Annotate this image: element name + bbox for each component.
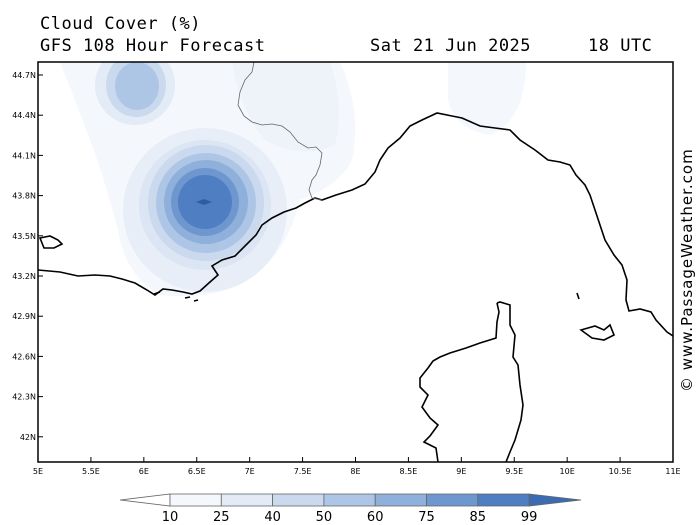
y-tick-label: 43.2N bbox=[12, 272, 36, 281]
legend-label: 99 bbox=[521, 510, 538, 525]
y-tick-label: 42N bbox=[20, 433, 36, 442]
x-tick-label: 9E bbox=[456, 467, 466, 476]
border-line bbox=[237, 62, 323, 201]
legend-label: 50 bbox=[316, 510, 333, 525]
legend-swatch bbox=[374, 493, 427, 507]
y-tick-label: 42.9N bbox=[12, 312, 36, 321]
legend-swatch bbox=[426, 493, 479, 507]
legend-max-arrow bbox=[528, 493, 582, 507]
y-tick-label: 43.5N bbox=[12, 232, 36, 241]
forecast-date: Sat 21 Jun 2025 bbox=[370, 36, 532, 56]
x-tick-label: 9.5E bbox=[505, 467, 523, 476]
y-tick-label: 44.4N bbox=[12, 111, 36, 120]
legend-label: 40 bbox=[264, 510, 281, 525]
x-tick-label: 7E bbox=[245, 467, 255, 476]
x-tick-label: 10E bbox=[560, 467, 575, 476]
y-tick-label: 42.3N bbox=[12, 393, 36, 402]
coastline bbox=[38, 112, 673, 462]
color-legend: 10 25 40 50 60 75 85 99 bbox=[119, 493, 582, 525]
forecast-time: 18 UTC bbox=[588, 36, 653, 56]
y-tick-label: 44.7N bbox=[12, 71, 36, 80]
x-tick-label: 11E bbox=[665, 467, 680, 476]
cloud-layer bbox=[60, 62, 526, 297]
credit-text: © www.PassageWeather.com bbox=[678, 148, 696, 392]
legend-label: 25 bbox=[213, 510, 230, 525]
legend-swatch bbox=[323, 493, 376, 507]
x-tick-label: 5E bbox=[33, 467, 43, 476]
x-tick-label: 5.5E bbox=[82, 467, 100, 476]
forecast-subtitle: GFS 108 Hour Forecast bbox=[40, 36, 266, 56]
map-title: Cloud Cover (%) bbox=[40, 14, 202, 34]
x-tick-label: 6.5E bbox=[188, 467, 206, 476]
x-tick-label: 7.5E bbox=[294, 467, 312, 476]
legend-label: 85 bbox=[470, 510, 487, 525]
legend-swatch bbox=[272, 493, 325, 507]
legend-label: 75 bbox=[418, 510, 435, 525]
legend-swatch bbox=[220, 493, 274, 507]
legend-label: 60 bbox=[367, 510, 384, 525]
x-tick-label: 6E bbox=[139, 467, 149, 476]
y-tick-label: 42.6N bbox=[12, 352, 36, 361]
y-tick-label: 44.1N bbox=[12, 151, 36, 160]
x-tick-label: 8.5E bbox=[400, 467, 418, 476]
legend-swatch bbox=[169, 493, 222, 507]
x-tick-label: 8E bbox=[350, 467, 360, 476]
x-tick-label: 10.5E bbox=[609, 467, 632, 476]
legend-min-arrow bbox=[119, 493, 171, 507]
y-tick-label: 43.8N bbox=[12, 192, 36, 201]
x-axis-ticks: 5E 5.5E 6E 6.5E 7E 7.5E 8E 8.5E 9E 9.5E 10E 10.5E 11… bbox=[33, 457, 681, 476]
legend-swatch bbox=[477, 493, 530, 507]
legend-label: 10 bbox=[162, 510, 179, 525]
y-axis-ticks: 44.7N 44.4N 44.1N 43.8N 43.5N 43.2N 42.9N 42.6N… bbox=[12, 71, 43, 442]
